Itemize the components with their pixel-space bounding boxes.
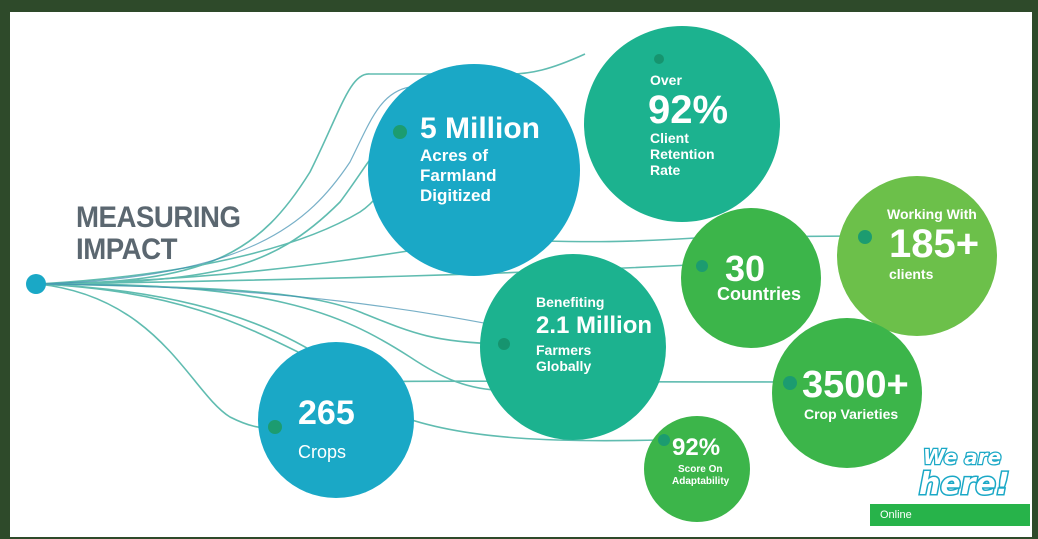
acres-line-3: Digitized — [420, 186, 491, 205]
countries-bubble: 30 Countries — [681, 208, 821, 348]
farmers-prefix: Benefiting — [536, 294, 605, 310]
retention-line-3: Rate — [650, 162, 681, 178]
crops-value: 265 — [298, 394, 355, 432]
crops-bubble: 265 Crops — [258, 342, 414, 498]
infographic-panel: MEASURING IMPACT 5 Million Acres of Farm… — [10, 12, 1032, 537]
working-value: 185+ — [889, 222, 980, 266]
working-line-1: clients — [889, 266, 934, 282]
we-are-here-logo[interactable]: We are here! — [915, 440, 1030, 504]
origin-node — [26, 274, 46, 294]
retention-node — [654, 54, 664, 64]
farmers-line-2: Globally — [536, 358, 592, 374]
logo-text-1: We are — [923, 445, 1001, 469]
title-line-2: IMPACT — [76, 233, 177, 266]
acres-bubble: 5 Million Acres of Farmland Digitized — [368, 64, 580, 276]
title-line-1: MEASURING — [76, 201, 241, 234]
adaptability-bubble: 92% Score On Adaptability — [644, 416, 750, 522]
working-bubble: Working With 185+ clients — [837, 176, 997, 336]
working-node — [858, 230, 872, 244]
acres-line-2: Farmland — [420, 166, 497, 185]
logo-text-2: here! — [919, 467, 1010, 500]
acres-value: 5 Million — [420, 112, 540, 145]
crops-line-1: Crops — [298, 442, 347, 462]
chat-status: Online — [880, 509, 912, 521]
acres-line-1: Acres of — [420, 146, 489, 165]
retention-value: 92% — [648, 88, 729, 132]
farmers-line-1: Farmers — [536, 342, 592, 358]
varieties-bubble: 3500+ Crop Varieties — [772, 318, 922, 468]
varieties-value: 3500+ — [802, 364, 909, 406]
adaptability-node — [658, 434, 670, 446]
logo-art: We are here! — [918, 444, 1012, 504]
working-prefix: Working With — [887, 206, 977, 222]
farmers-node — [498, 338, 510, 350]
retention-line-2: Retention — [650, 146, 715, 162]
farmers-value: 2.1 Million — [536, 312, 653, 339]
adaptability-line-1: Score On — [678, 464, 723, 475]
varieties-line-1: Crop Varieties — [804, 406, 899, 422]
countries-value: 30 — [725, 248, 766, 289]
varieties-node — [783, 376, 797, 390]
retention-prefix: Over — [650, 72, 682, 88]
retention-line-1: Client — [650, 130, 689, 146]
retention-bubble: Over 92% Client Retention Rate — [584, 26, 780, 222]
crops-node — [268, 420, 282, 434]
adaptability-line-2: Adaptability — [672, 476, 730, 487]
adaptability-value: 92% — [672, 434, 721, 461]
acres-node — [393, 125, 407, 139]
farmers-bubble: Benefiting 2.1 Million Farmers Globally — [480, 254, 666, 440]
chat-online-bar[interactable]: Online — [870, 504, 1030, 526]
countries-node — [696, 260, 708, 272]
page-title: MEASURING IMPACT — [76, 202, 241, 266]
countries-line-1: Countries — [717, 284, 802, 304]
